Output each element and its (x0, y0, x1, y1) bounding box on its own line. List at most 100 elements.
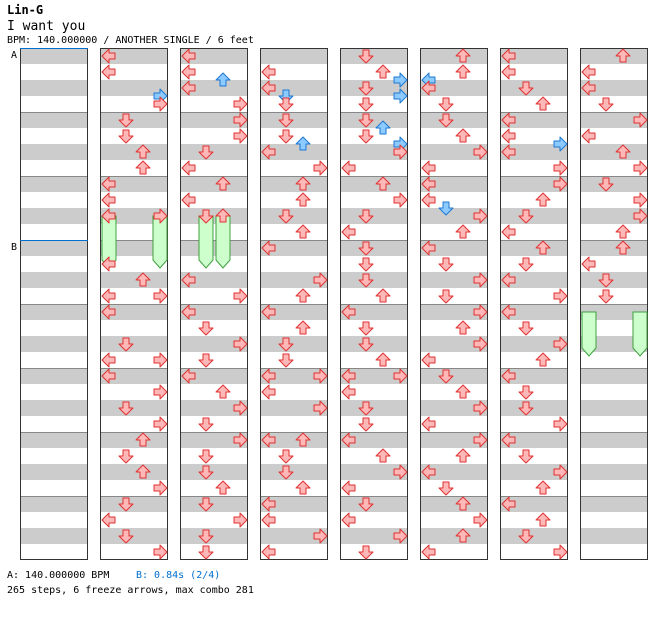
left-arrow (501, 64, 516, 80)
up-arrow (295, 480, 311, 495)
down-arrow (518, 209, 534, 224)
left-arrow (341, 368, 356, 384)
down-arrow (358, 97, 374, 112)
down-arrow (438, 97, 454, 112)
right-arrow (473, 304, 488, 320)
down-arrow (358, 545, 374, 560)
beat-stripe (580, 464, 648, 480)
up-arrow (135, 432, 151, 447)
beat-stripe (500, 432, 568, 448)
down-arrow (198, 449, 214, 464)
left-arrow (421, 544, 436, 560)
left-arrow (261, 64, 276, 80)
up-arrow (535, 480, 551, 495)
beat-stripe (180, 272, 248, 288)
left-arrow (261, 304, 276, 320)
beat-stripe (340, 272, 408, 288)
up-arrow (615, 144, 631, 159)
beat-stripe (180, 464, 248, 480)
down-arrow (198, 321, 214, 336)
beat-stripe (100, 528, 168, 544)
bpm-a-label: A: 140.000000 BPM (7, 570, 110, 581)
beat-stripe (340, 144, 408, 160)
beat-stripe (500, 336, 568, 352)
beat-stripe (20, 464, 88, 480)
left-arrow (501, 496, 516, 512)
beat-stripe (100, 336, 168, 352)
down-arrow (198, 465, 214, 480)
up-arrow (215, 480, 231, 495)
up-arrow (455, 128, 471, 143)
beat-stripe (20, 400, 88, 416)
down-arrow (118, 129, 134, 144)
up-arrow (295, 288, 311, 303)
left-arrow (501, 432, 516, 448)
right-arrow (153, 544, 168, 560)
beat-stripe (420, 176, 488, 192)
beat-stripe (260, 208, 328, 224)
beat-stripe (580, 496, 648, 512)
up-arrow (295, 192, 311, 207)
left-arrow (341, 304, 356, 320)
right-arrow (633, 112, 648, 128)
left-arrow (261, 368, 276, 384)
freeze-arrow (198, 215, 214, 269)
up-arrow (535, 352, 551, 367)
down-arrow (518, 321, 534, 336)
down-arrow (358, 209, 374, 224)
left-arrow (341, 512, 356, 528)
beat-stripe (180, 208, 248, 224)
left-arrow (181, 64, 196, 80)
up-arrow (535, 512, 551, 527)
song-title: I want you (7, 19, 86, 34)
beat-stripe (100, 176, 168, 192)
beat-stripe (500, 240, 568, 256)
left-arrow (421, 192, 436, 208)
left-arrow (101, 192, 116, 208)
beat-stripe (420, 432, 488, 448)
beat-stripe (20, 144, 88, 160)
beat-stripe (340, 464, 408, 480)
up-arrow (455, 384, 471, 399)
beat-stripe (420, 240, 488, 256)
right-arrow (393, 88, 408, 104)
left-arrow (101, 512, 116, 528)
beat-stripe (500, 464, 568, 480)
freeze-arrow (215, 215, 231, 269)
down-arrow (118, 113, 134, 128)
artist-name: Lin-G (7, 3, 44, 17)
beat-stripe (260, 80, 328, 96)
down-arrow (518, 449, 534, 464)
down-arrow (358, 81, 374, 96)
left-arrow (181, 368, 196, 384)
beat-stripe (180, 176, 248, 192)
beat-stripe (420, 80, 488, 96)
beat-stripe (180, 240, 248, 256)
beat-stripe (580, 240, 648, 256)
up-arrow (535, 240, 551, 255)
left-arrow (261, 432, 276, 448)
right-arrow (553, 176, 568, 192)
beat-stripe (580, 144, 648, 160)
down-arrow (518, 81, 534, 96)
up-arrow (135, 144, 151, 159)
left-arrow (101, 288, 116, 304)
right-arrow (153, 288, 168, 304)
down-arrow (518, 257, 534, 272)
left-arrow (581, 128, 596, 144)
beat-stripe (260, 112, 328, 128)
right-arrow (153, 416, 168, 432)
down-arrow (118, 449, 134, 464)
down-arrow (118, 497, 134, 512)
down-arrow (358, 337, 374, 352)
beat-stripe (580, 272, 648, 288)
up-arrow (295, 136, 311, 151)
down-arrow (278, 209, 294, 224)
up-arrow (455, 320, 471, 335)
right-arrow (313, 160, 328, 176)
left-arrow (341, 224, 356, 240)
freeze-arrow (581, 311, 597, 357)
right-arrow (473, 400, 488, 416)
down-arrow (358, 49, 374, 64)
right-arrow (553, 160, 568, 176)
